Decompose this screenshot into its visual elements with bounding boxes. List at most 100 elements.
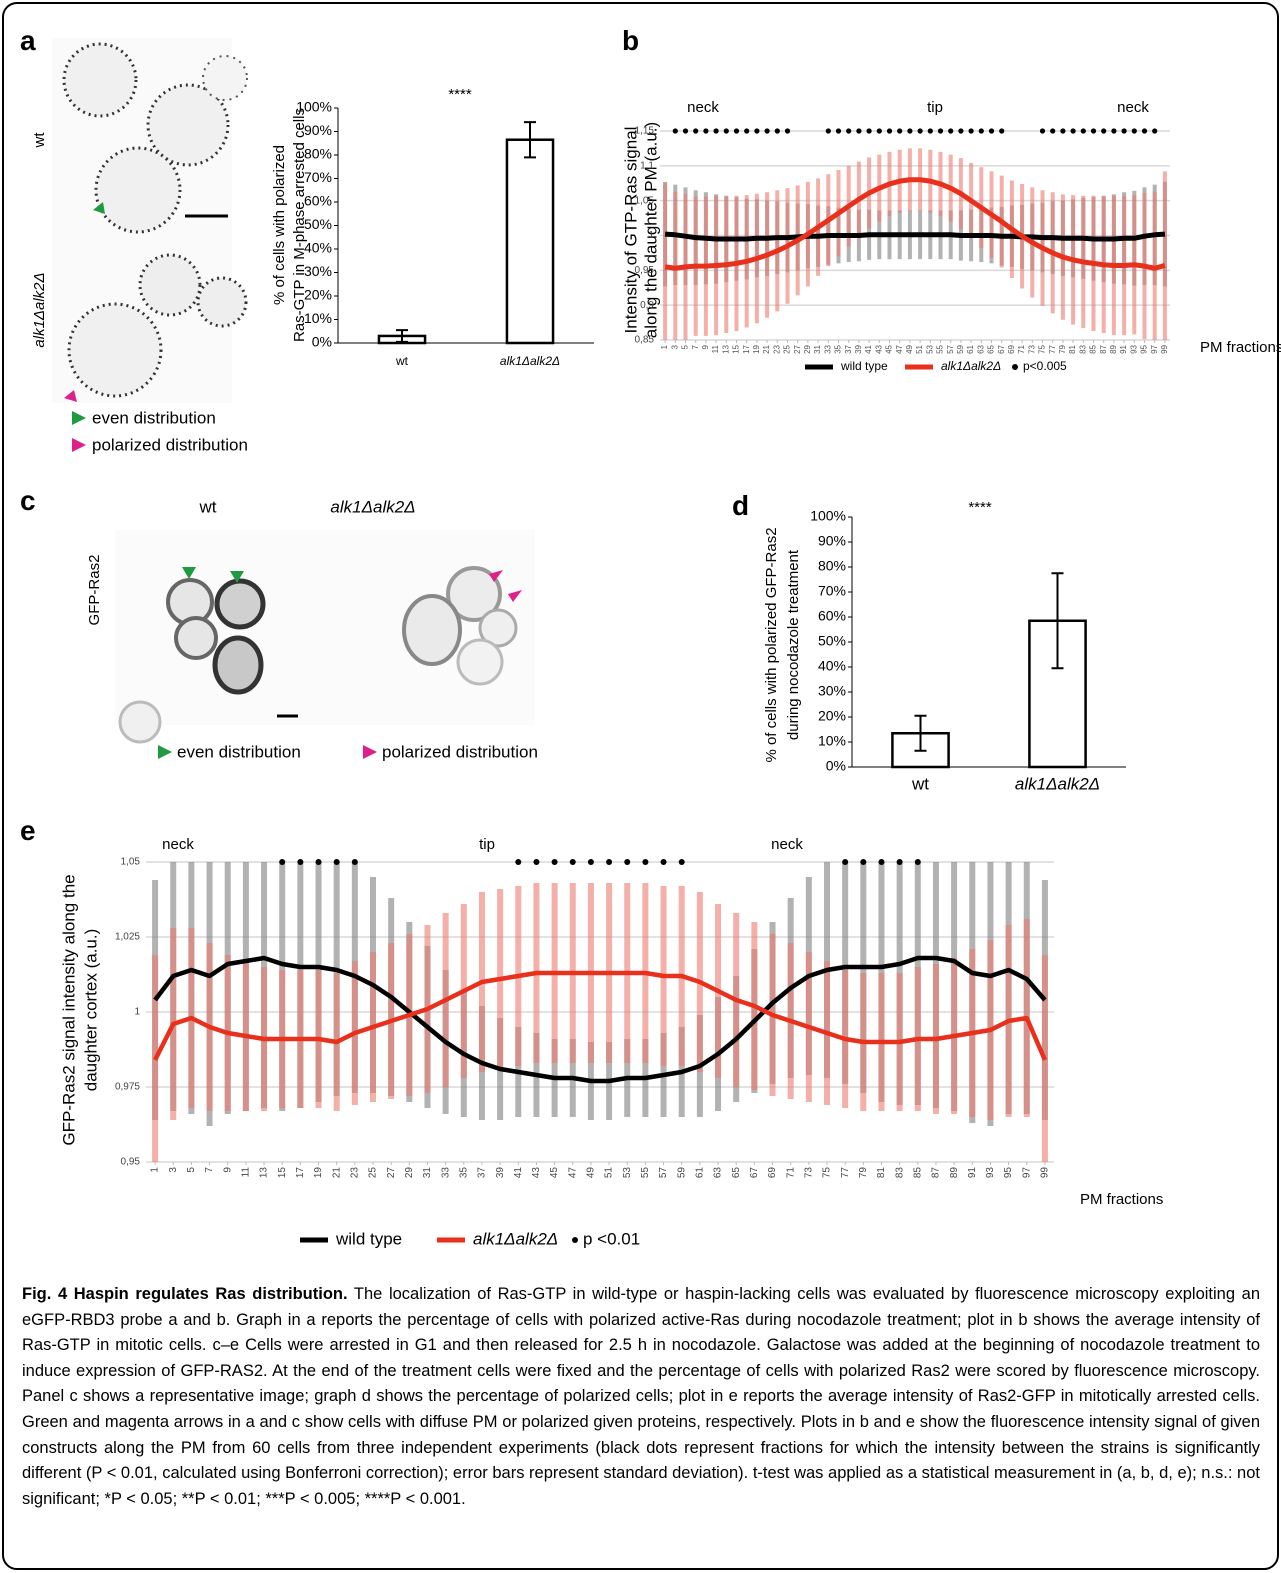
x-tick-label: 19 [752,344,761,353]
x-tick-label: 29 [803,344,812,353]
x-tick-label: 27 [793,344,802,353]
x-tick-label: 55 [640,1167,651,1179]
y-axis-label: along the daughter PM (a.u.) [641,122,660,338]
error-bar [524,121,536,159]
x-tick-label: 33 [440,1167,451,1179]
y-tick-label: 1,025 [115,932,140,943]
x-tick-label: 61 [966,344,975,353]
caption-text: The localization of Ras-GTP in wild-type… [22,1285,1260,1508]
significance-dot [533,859,540,865]
significance-dot [878,859,885,865]
x-tick-label: 91 [967,1167,978,1179]
legend-label: wild type [840,359,888,373]
significance-dot [723,128,729,134]
caption: Fig. 4 Haspin regulates Ras distribution… [22,1282,1260,1512]
y-tick-label: 30% [818,683,846,699]
micrograph [52,38,248,403]
x-tick-label: 35 [834,344,843,353]
panel-label: a [20,25,36,56]
x-tick-label: 25 [368,1167,379,1179]
significance-dot [351,859,358,865]
x-tick-label: 39 [854,344,863,353]
y-tick-label: 70% [818,583,846,599]
y-tick-label: 0,95 [121,1157,141,1168]
legend-label: polarized distribution [382,742,538,761]
x-tick-label: 7 [204,1167,215,1173]
series-line [153,955,1047,1084]
significance-dot [297,859,304,865]
row-label: GFP-Ras2 [86,555,103,626]
y-axis-label: Ras-GTP in M-phase arrested cells [291,108,308,342]
x-tick-label: 15 [277,1167,288,1179]
y-tick-label: 0,9 [640,300,654,311]
significance-dot [660,859,667,865]
x-tick-label: 99 [1040,1167,1051,1179]
significance-dot [856,128,862,134]
significance-dot [860,859,867,865]
x-tick-label: 87 [931,1167,942,1179]
y-tick-label: 40% [818,658,846,674]
y-axis-label: during nocodazole treatment [785,549,802,740]
x-tick-label: 83 [1078,344,1087,353]
micrograph [115,530,535,744]
error-bar [396,329,408,343]
legend-swatch [572,1237,578,1243]
legend-label: alk1Δalk2Δ [473,1229,558,1248]
x-tick-label: 67 [997,344,1006,353]
significance-dot [937,128,944,134]
significance-dot [842,859,849,865]
x-tick-label: 37 [477,1167,488,1179]
significance-dot [876,128,882,134]
error-bar [914,714,927,752]
significance-dot [764,128,770,134]
y-tick-label: 0,85 [635,335,655,346]
x-tick-label: 23 [772,344,781,353]
column-label: wt [199,497,217,516]
x-tick-label: 19 [313,1167,324,1179]
x-tick-label: 87 [1099,344,1108,353]
significance-dot [917,128,923,134]
significance-dot [1060,128,1066,134]
significance-dot [624,859,631,865]
y-tick-label: 30% [304,263,332,279]
x-tick-label: 45 [885,344,894,353]
significance-dot [774,128,780,134]
x-tick-label: 75 [1038,344,1047,353]
significance-dot [988,128,995,134]
x-tick-label: 47 [895,344,904,353]
x-tick-label: 95 [1003,1167,1014,1179]
x-tick-label: 71 [785,1167,796,1179]
significance-dot [1050,128,1056,134]
panel-label: d [732,490,749,521]
x-tick-label: 39 [495,1167,506,1179]
significance-dot [333,859,340,865]
x-tick-label: 17 [295,1167,306,1179]
x-tick-label: 93 [985,1167,996,1179]
y-tick-label: 1,15 [635,126,655,137]
y-axis-label: Intensity of GTP-Ras signal [621,127,640,334]
y-tick-label: 80% [818,558,846,574]
x-tick-label: 73 [803,1167,814,1179]
x-tick-label: 75 [822,1167,833,1179]
x-tick-label: 41 [864,344,873,353]
x-tick-label: 3 [670,344,679,349]
x-tick-label: 45 [549,1167,560,1179]
x-tick-label: 13 [721,344,730,353]
x-tick-label: 81 [1068,344,1077,353]
x-tick-label: 31 [422,1167,433,1179]
x-tick-label: 91 [1119,344,1128,353]
significance-dot [896,859,903,865]
y-tick-label: 0,975 [115,1082,140,1093]
x-tick-label: 35 [458,1167,469,1179]
significance-dot [1152,128,1158,134]
significance-dot [682,128,689,134]
x-tick-label: 21 [331,1167,342,1179]
x-tick-label: 79 [858,1167,869,1179]
x-tick-label: 73 [1027,344,1036,353]
chart-title: **** [448,86,472,103]
x-tick-label: 41 [513,1167,524,1179]
significance-dot [1111,128,1117,134]
y-tick-label: 60% [818,608,846,624]
